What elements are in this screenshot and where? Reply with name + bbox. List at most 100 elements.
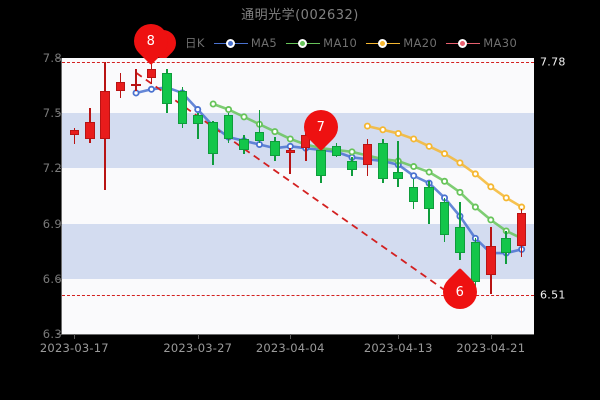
y-axis-tick: [57, 58, 62, 59]
candlestick: [239, 58, 249, 334]
legend-item-ma30[interactable]: MA30: [446, 36, 517, 50]
candlestick-body: [486, 245, 496, 276]
ma-point-ma10: [441, 177, 449, 185]
candlestick-body: [501, 238, 512, 254]
candlestick-wick: [397, 140, 400, 187]
legend-item-ma10[interactable]: MA10: [286, 36, 357, 50]
ma-point-ma20: [441, 150, 449, 158]
x-axis-label: 2023-04-21: [456, 341, 526, 355]
candlestick: [362, 58, 373, 334]
annotation-marker-label: 7: [316, 119, 326, 135]
legend-item-日k[interactable]: 日K: [185, 35, 205, 51]
candlestick: [254, 58, 265, 334]
candlestick-body: [162, 72, 172, 104]
ma-point-ma10: [286, 135, 294, 143]
candlestick: [223, 58, 234, 334]
candlestick-body: [393, 172, 404, 180]
y-axis-label: 6.9: [42, 216, 62, 231]
price-level-line: [62, 61, 534, 63]
candlestick: [393, 58, 404, 334]
candlestick: [69, 58, 80, 334]
candlestick: [84, 58, 95, 334]
ma-point-ma5: [194, 106, 202, 114]
ma-point-ma10: [410, 163, 418, 171]
candlestick: [177, 58, 188, 334]
candlestick-body: [131, 83, 141, 87]
annotation-marker-label: 6: [455, 284, 465, 300]
candlestick-wick: [196, 113, 199, 139]
legend-item-ma20[interactable]: MA20: [366, 36, 437, 50]
ma-point-ma10: [225, 106, 233, 114]
candlestick-body: [146, 69, 157, 79]
candlestick: [378, 58, 388, 334]
ma-point-ma20: [471, 170, 479, 178]
candlestick: [146, 58, 157, 334]
y-axis-label: 7.2: [42, 161, 62, 176]
candlestick-body: [192, 115, 203, 125]
price-level-label: 7.78: [538, 54, 568, 70]
candlestick-body: [331, 146, 342, 156]
candlestick: [501, 58, 512, 334]
ma-point-ma20: [487, 183, 495, 191]
legend-label: MA30: [483, 36, 518, 50]
x-axis-tick: [490, 334, 492, 339]
candlestick: [270, 58, 280, 334]
ma-point-ma20: [502, 194, 510, 202]
ma-point-ma10: [209, 100, 217, 108]
candlestick: [439, 58, 450, 334]
candlestick-body: [439, 201, 450, 235]
candlestick-wick: [135, 69, 137, 92]
x-axis-tick: [290, 334, 292, 339]
candlestick-body: [470, 242, 481, 283]
candlestick-body: [285, 150, 296, 153]
ma-point-ma10: [240, 113, 248, 121]
candlestick: [331, 58, 342, 334]
y-axis-label: 6.6: [42, 271, 62, 286]
candlestick: [285, 58, 296, 334]
candlestick-body: [208, 122, 218, 154]
series-overlay: [132, 71, 526, 302]
ma-point-ma20: [394, 129, 402, 137]
candlestick-wick: [73, 127, 76, 145]
candlestick: [208, 58, 218, 334]
candlestick-body: [455, 227, 465, 254]
y-axis-tick: [57, 113, 62, 115]
candlestick-body: [378, 142, 388, 180]
x-axis-label: 2023-04-13: [363, 341, 433, 355]
legend-item-ma5[interactable]: MA5: [213, 36, 277, 50]
candlestick: [486, 58, 496, 334]
x-axis-label: 2023-04-04: [255, 341, 325, 355]
candlestick-body: [424, 186, 434, 209]
y-axis-label: 7.5: [42, 106, 62, 121]
candlestick: [424, 58, 434, 334]
candlestick-wick: [258, 109, 261, 143]
candlestick-body: [362, 144, 373, 165]
price-level-label: 6.51: [538, 287, 568, 303]
x-axis-label: 2023-03-17: [39, 341, 109, 355]
candlestick: [470, 58, 481, 334]
y-axis-tick: [57, 168, 62, 170]
x-axis-label: 2023-03-27: [163, 341, 233, 355]
chart-legend: 8 日K MA5 MA10 MA20 MA30: [144, 24, 517, 62]
candlestick-body: [516, 212, 527, 246]
candlestick-body: [69, 129, 80, 136]
candlestick-body: [408, 186, 419, 202]
annotation-marker-label: 8: [147, 33, 156, 49]
plot-area: [62, 58, 534, 334]
ma-point-ma10: [456, 188, 464, 196]
candlestick: [316, 58, 326, 334]
ma-point-ma10: [271, 128, 279, 136]
ma-point-ma10: [348, 148, 356, 156]
ma-point-ma20: [456, 159, 464, 167]
y-axis-tick: [57, 334, 62, 335]
page-title: 通明光学(002632): [241, 8, 359, 23]
ma-point-ma20: [425, 142, 433, 150]
candlestick: [300, 58, 311, 334]
y-axis-tick: [57, 278, 62, 280]
candlestick: [516, 58, 527, 334]
candlestick-body: [347, 161, 357, 171]
legend-label: 日K: [185, 36, 205, 50]
candlestick-body: [316, 150, 326, 176]
ma-point-ma5: [147, 85, 155, 93]
